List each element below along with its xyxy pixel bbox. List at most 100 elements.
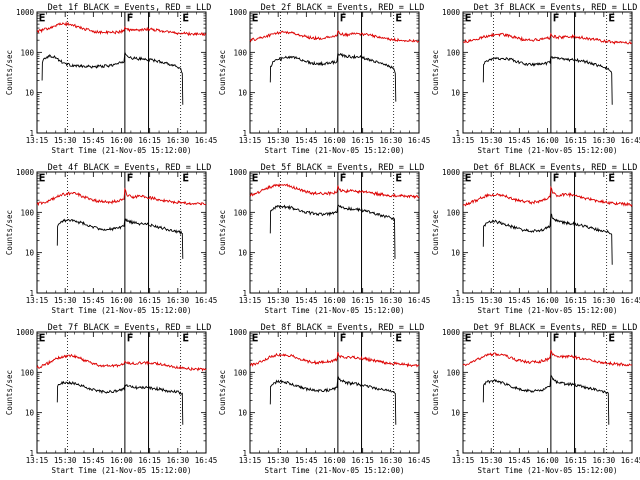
flag-marker-e: E xyxy=(39,333,45,344)
detector-panel-4: Det 4f BLACK = Events, RED = LLD 1 10 100 10… xyxy=(5,163,217,315)
x-tick-label: 16:30 xyxy=(593,296,616,305)
x-tick-label: 15:30 xyxy=(54,136,77,145)
events-series-line xyxy=(269,374,397,425)
x-axis-label: Start Time (21-Nov-05 15:12:00) xyxy=(265,306,405,315)
y-axis-label: Counts/sec xyxy=(431,370,440,415)
detector-panel-6: Det 6f BLACK = Events, RED = LLD 1 10 100 10… xyxy=(431,163,640,315)
flag-marker-f: F xyxy=(127,333,133,344)
x-axis-label: Start Time (21-Nov-05 15:12:00) xyxy=(52,466,192,475)
panel-title: Det 7f BLACK = Events, RED = LLD xyxy=(48,323,212,333)
x-tick-label: 13:15 xyxy=(239,296,262,305)
x-tick-label: 16:00 xyxy=(323,456,346,465)
x-tick-label: 13:15 xyxy=(26,456,49,465)
flag-marker-e: E xyxy=(252,333,258,344)
y-tick-label: 1 xyxy=(29,449,34,458)
y-tick-label: 10 xyxy=(451,409,461,418)
x-tick-label: 16:15 xyxy=(138,456,161,465)
x-tick-label: 13:15 xyxy=(452,456,475,465)
y-tick-label: 1 xyxy=(242,449,247,458)
detector-panel-9: Det 9f BLACK = Events, RED = LLD 1 10 100 10… xyxy=(431,323,640,475)
flag-marker-e: E xyxy=(465,333,471,344)
x-tick-label: 15:45 xyxy=(295,456,318,465)
detector-panel-8: Det 8f BLACK = Events, RED = LLD 1 10 100 10… xyxy=(218,323,430,475)
flag-marker-e: E xyxy=(183,333,189,344)
x-tick-label: 16:15 xyxy=(564,456,587,465)
panel-title: Det 5f BLACK = Events, RED = LLD xyxy=(261,163,425,173)
y-axis-label: Counts/sec xyxy=(218,370,227,415)
x-tick-label: 16:00 xyxy=(536,296,559,305)
x-tick-label: 13:15 xyxy=(239,136,262,145)
x-tick-label: 13:15 xyxy=(26,136,49,145)
events-series-line xyxy=(482,213,613,265)
flag-marker-e: E xyxy=(39,173,45,184)
x-tick-label: 16:00 xyxy=(110,296,133,305)
y-tick-label: 100 xyxy=(446,208,460,217)
y-tick-label: 1 xyxy=(29,289,34,298)
flag-marker-f: F xyxy=(553,333,559,344)
x-tick-label: 16:30 xyxy=(167,456,190,465)
flag-marker-e: E xyxy=(465,173,471,184)
detector-panel-1: Det 1f BLACK = Events, RED = LLD 1 10 100 10… xyxy=(5,3,217,155)
y-axis-label: Counts/sec xyxy=(5,370,14,415)
y-tick-label: 1000 xyxy=(16,328,35,337)
events-series-line xyxy=(41,52,184,105)
y-tick-label: 10 xyxy=(238,249,248,258)
flag-marker-e: E xyxy=(396,333,402,344)
y-tick-label: 1 xyxy=(242,129,247,138)
x-tick-label: 16:15 xyxy=(138,136,161,145)
x-tick-label: 15:45 xyxy=(508,456,531,465)
flag-marker-e: E xyxy=(609,333,615,344)
flag-marker-e: E xyxy=(609,173,615,184)
x-tick-label: 13:15 xyxy=(452,296,475,305)
x-tick-label: 16:00 xyxy=(323,136,346,145)
detector-panel-7: Det 7f BLACK = Events, RED = LLD 1 10 100 10… xyxy=(5,323,217,475)
x-tick-label: 15:30 xyxy=(267,296,290,305)
x-tick-label: 16:15 xyxy=(564,296,587,305)
x-tick-label: 16:00 xyxy=(110,136,133,145)
x-axis-label: Start Time (21-Nov-05 15:12:00) xyxy=(52,146,192,155)
y-tick-label: 100 xyxy=(20,368,34,377)
flag-marker-e: E xyxy=(183,173,189,184)
y-axis-label: Counts/sec xyxy=(218,210,227,255)
x-tick-label: 15:45 xyxy=(82,456,105,465)
x-tick-label: 15:45 xyxy=(295,136,318,145)
lld-series-line xyxy=(249,183,420,200)
y-tick-label: 100 xyxy=(446,48,460,57)
flag-marker-f: F xyxy=(340,333,346,344)
lld-series-line xyxy=(249,351,420,368)
panel-title: Det 1f BLACK = Events, RED = LLD xyxy=(48,3,212,13)
x-tick-label: 13:15 xyxy=(452,136,475,145)
x-tick-label: 15:45 xyxy=(295,296,318,305)
x-tick-label: 16:30 xyxy=(593,456,616,465)
flag-marker-f: F xyxy=(127,173,133,184)
x-axis-label: Start Time (21-Nov-05 15:12:00) xyxy=(478,306,618,315)
x-tick-label: 16:15 xyxy=(351,136,374,145)
x-tick-label: 16:30 xyxy=(167,136,190,145)
x-tick-label: 15:30 xyxy=(54,296,77,305)
x-tick-label: 16:00 xyxy=(536,136,559,145)
y-tick-label: 100 xyxy=(233,208,247,217)
y-axis-label: Counts/sec xyxy=(5,210,14,255)
x-tick-label: 16:15 xyxy=(351,456,374,465)
y-tick-label: 1000 xyxy=(229,8,248,17)
x-tick-label: 15:30 xyxy=(480,136,503,145)
flag-marker-f: F xyxy=(127,13,133,24)
y-tick-label: 1000 xyxy=(229,168,248,177)
events-series-line xyxy=(482,54,613,105)
y-tick-label: 100 xyxy=(233,368,247,377)
x-tick-label: 16:30 xyxy=(380,136,403,145)
y-tick-label: 1 xyxy=(455,449,460,458)
y-tick-label: 1000 xyxy=(442,168,461,177)
x-tick-label: 16:45 xyxy=(621,136,640,145)
y-axis-label: Counts/sec xyxy=(5,50,14,95)
y-tick-label: 10 xyxy=(25,409,35,418)
x-tick-label: 16:30 xyxy=(380,296,403,305)
x-tick-label: 16:45 xyxy=(621,456,640,465)
x-tick-label: 15:30 xyxy=(267,456,290,465)
y-tick-label: 1 xyxy=(455,289,460,298)
x-tick-label: 16:45 xyxy=(195,296,218,305)
y-tick-label: 10 xyxy=(451,249,461,258)
x-tick-label: 15:30 xyxy=(480,296,503,305)
detector-panel-5: Det 5f BLACK = Events, RED = LLD 1 10 100 10… xyxy=(218,163,430,315)
